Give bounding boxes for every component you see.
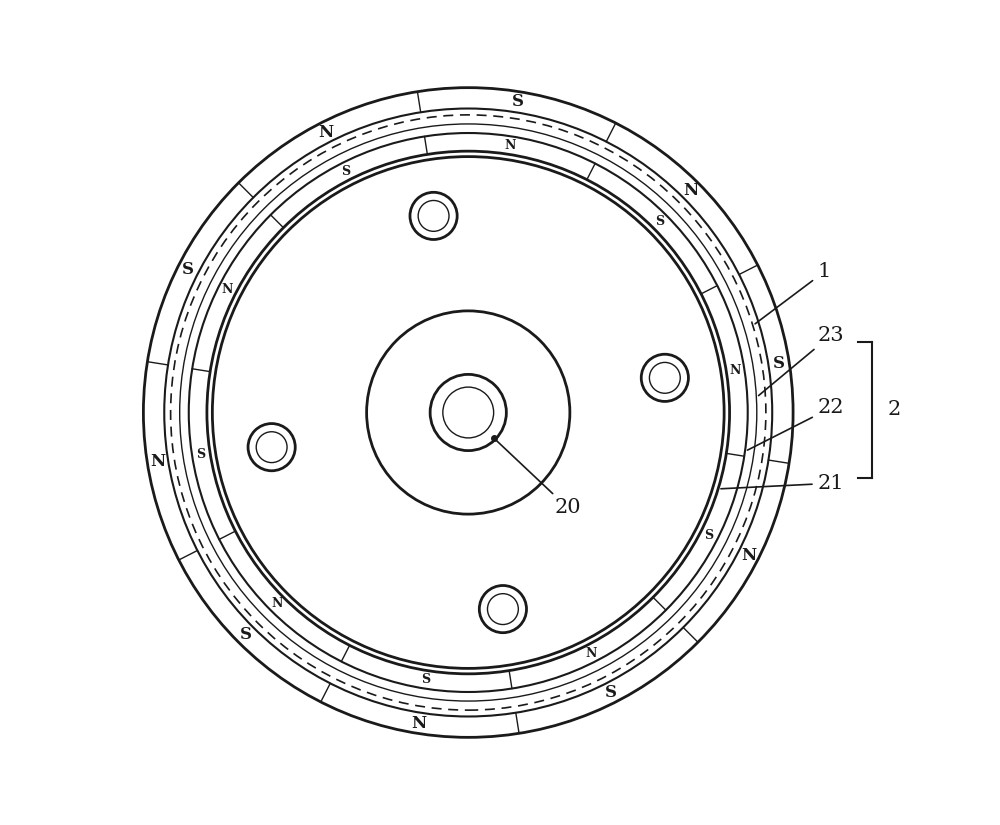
Text: N: N [150, 453, 165, 470]
Text: S: S [705, 529, 714, 542]
Text: N: N [318, 124, 333, 141]
Text: N: N [683, 182, 698, 199]
Text: S: S [341, 165, 350, 178]
Text: S: S [773, 355, 785, 372]
Text: 20: 20 [496, 440, 581, 517]
Text: S: S [511, 93, 523, 111]
Text: 22: 22 [747, 398, 844, 450]
Text: N: N [411, 714, 427, 732]
Text: S: S [421, 673, 431, 686]
Text: N: N [741, 547, 756, 563]
Text: N: N [730, 364, 741, 377]
Text: N: N [585, 647, 597, 660]
Text: N: N [222, 283, 233, 296]
Text: S: S [240, 626, 252, 644]
Text: S: S [182, 262, 194, 278]
Text: S: S [655, 214, 664, 228]
Text: S: S [605, 684, 617, 701]
Text: 1: 1 [755, 262, 831, 324]
Text: N: N [505, 139, 516, 152]
Text: N: N [271, 597, 283, 610]
Text: 2: 2 [887, 400, 901, 419]
Text: S: S [197, 448, 206, 461]
Text: 21: 21 [721, 474, 844, 493]
Text: 23: 23 [759, 326, 844, 396]
